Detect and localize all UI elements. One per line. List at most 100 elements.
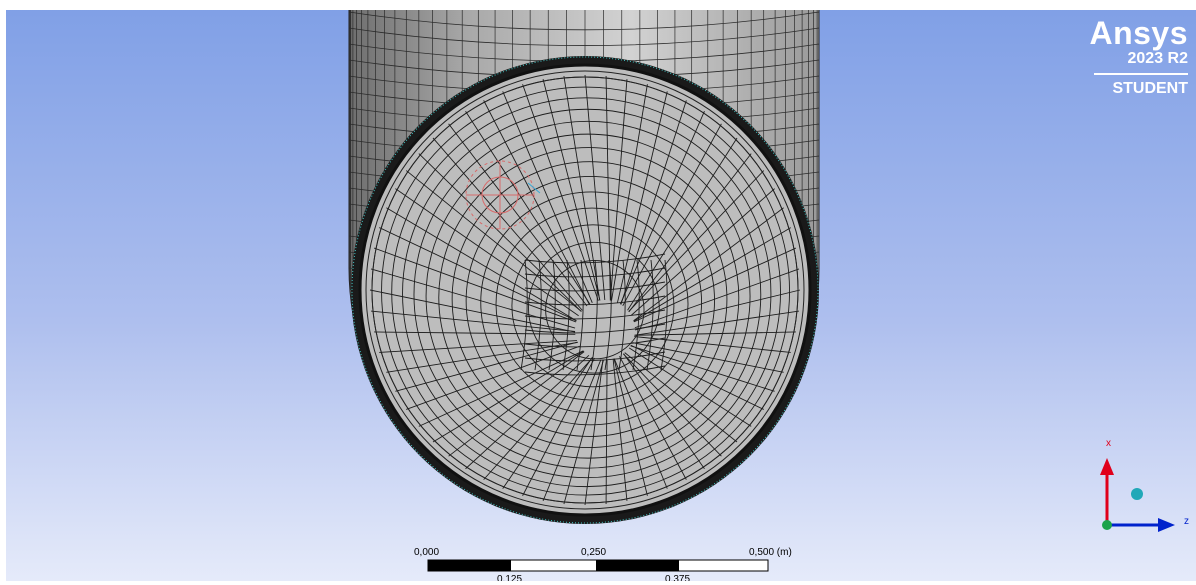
mesh-core-line [660,259,668,371]
mesh-spoke [627,137,738,311]
mesh-spoke [613,358,668,489]
mesh-ring [451,161,728,437]
mesh-core-line [618,259,626,371]
mesh-spoke [628,153,752,313]
bottom-border [0,581,1196,585]
mesh-spoke [633,207,784,322]
mesh-spoke [628,347,752,427]
z-axis-arrowhead-icon [1158,518,1175,532]
mesh-ring [402,108,772,479]
mesh-spoke [374,331,576,335]
mesh-spoke [405,170,582,312]
mesh-spoke [630,188,775,316]
mesh-spoke [448,123,588,307]
isometric-view-ball-icon[interactable] [1131,488,1143,500]
mesh-spoke [628,170,765,312]
mesh-ring [480,191,703,414]
mesh-spoke [448,351,585,457]
mesh-spoke [418,350,584,427]
mesh-spoke [563,75,601,301]
mesh-spoke [542,359,602,502]
mesh-spoke [619,356,687,480]
left-border [0,0,6,585]
mesh-spoke [522,84,599,301]
mesh-ring [381,86,790,496]
mesh-spoke [379,227,577,322]
mesh-spoke [386,342,578,373]
mesh-core-line [524,337,666,348]
mesh-core-line [524,365,666,376]
mesh-core-line [604,259,612,371]
mesh-ring [511,224,675,388]
logo-brand: Ansys [1089,15,1188,51]
triad-origin-icon [1102,520,1112,530]
mesh-spoke [633,227,791,322]
mesh-spoke [432,350,584,443]
scale-label-500: 0,500 (m) [749,547,792,558]
mesh-spoke [370,310,576,332]
mesh-spoke [563,359,604,505]
mesh-core-line [520,259,528,371]
mesh-spoke [632,342,784,373]
mesh-ring [438,147,740,449]
mesh-spoke [369,289,576,333]
ansys-logo: Ansys 2023 R2 STUDENT [1078,16,1188,98]
mesh-spoke [542,79,601,301]
mesh-spoke [634,310,800,336]
mesh-spoke [483,100,590,305]
mesh-ring [528,241,660,374]
mesh-core-line [524,281,666,292]
mesh-spoke [465,354,590,470]
mesh-spoke [379,340,577,353]
mesh-spoke [630,345,775,392]
pick-cursor-icon [465,160,541,230]
logo-edition: STUDENT [1112,80,1188,97]
mesh-ring [413,120,762,469]
end-face-mesh[interactable] [358,63,812,517]
mesh-spoke [483,357,594,480]
mesh-spoke [418,153,582,312]
mesh-spoke [634,268,800,329]
mesh-spoke [619,111,705,305]
mesh-spoke [634,289,801,331]
mesh-core-line [524,267,666,278]
logo-divider [1094,73,1188,75]
side-mesh-ring [349,11,819,31]
mesh-ring [391,97,781,488]
axis-triad[interactable] [1100,458,1175,532]
mesh-spoke [502,91,593,304]
mesh-spoke [522,357,595,496]
scale-label-250: 0,250 [581,547,607,558]
mesh-spoke [432,137,583,311]
scale-label-0: 0,000 [414,547,440,558]
mesh-spoke [620,100,687,305]
mesh-spoke [633,247,797,323]
top-border [0,0,1196,10]
mesh-core-line [590,259,598,371]
mesh-spoke [624,352,738,443]
mesh-spoke [634,331,796,336]
mesh-spoke [611,84,648,301]
mesh-spoke [395,188,579,317]
mesh-core-line [524,309,666,320]
logo-version: 2023 R2 [1127,50,1189,67]
mesh-spoke [612,358,628,501]
mesh-core-line [562,259,570,371]
mesh-spoke [395,341,578,392]
mesh-spoke [622,353,722,457]
mesh-spoke [465,110,591,305]
mesh-core-line [524,351,666,362]
mesh-spoke [502,356,593,489]
mesh-ring [465,176,715,426]
mesh-core-line [534,259,542,371]
mesh-spoke [613,358,648,496]
mesh-core-line [524,295,666,306]
mesh-spoke [373,247,577,323]
mesh-ring [425,133,751,459]
mesh-core-line [548,259,556,371]
scale-bar [427,559,769,572]
scale-label-375: 0,375 [665,574,691,585]
triad-x-label: x [1106,438,1111,449]
